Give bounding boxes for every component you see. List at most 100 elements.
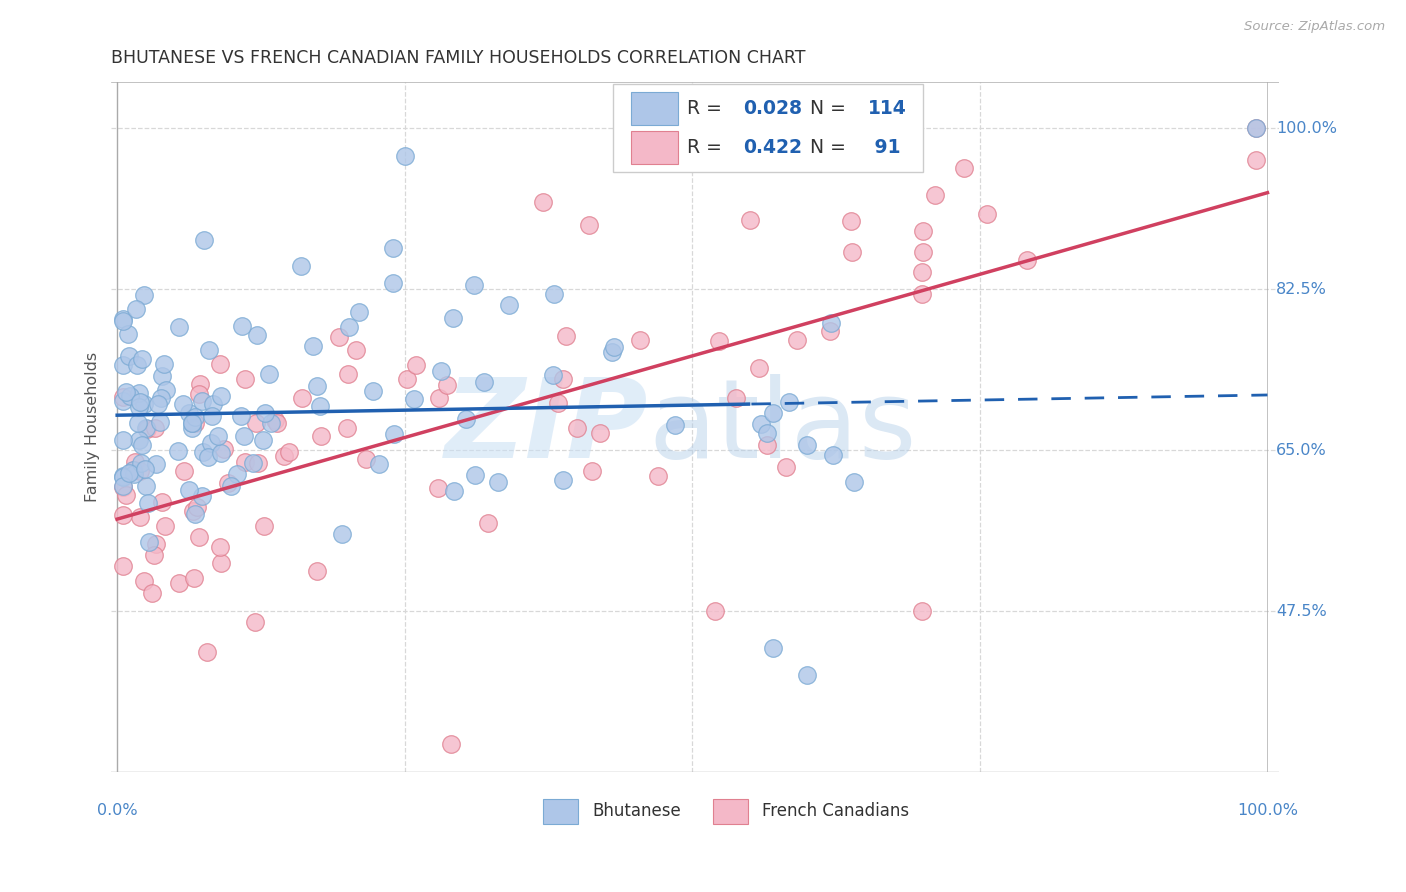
Point xyxy=(166,443,188,458)
Point xyxy=(179,483,201,498)
Point xyxy=(839,213,862,227)
Point xyxy=(131,352,153,367)
Point xyxy=(132,288,155,302)
Point xyxy=(547,395,569,409)
Point xyxy=(214,442,236,456)
Point xyxy=(181,421,204,435)
Point xyxy=(146,397,169,411)
Point xyxy=(581,464,603,478)
Point xyxy=(152,369,174,384)
Point xyxy=(172,397,194,411)
Point xyxy=(138,535,160,549)
Point xyxy=(124,455,146,469)
Point xyxy=(464,468,486,483)
Point xyxy=(209,540,232,554)
Text: 0.028: 0.028 xyxy=(742,99,801,118)
Text: 100.0%: 100.0% xyxy=(1237,803,1298,818)
Point xyxy=(291,392,314,406)
Point xyxy=(129,394,152,409)
Point xyxy=(128,464,150,478)
Point xyxy=(820,324,842,338)
Point xyxy=(181,416,204,430)
Point xyxy=(363,384,385,398)
Point xyxy=(911,286,934,301)
Point xyxy=(188,530,211,544)
Point xyxy=(193,445,215,459)
Point xyxy=(111,394,134,409)
Point xyxy=(142,548,165,562)
Point xyxy=(309,399,332,413)
Point xyxy=(145,457,167,471)
Point xyxy=(541,368,564,383)
Point xyxy=(664,417,686,432)
Point xyxy=(567,421,589,435)
Point xyxy=(111,479,134,493)
Point xyxy=(191,489,214,503)
Point xyxy=(231,318,253,333)
Point xyxy=(756,438,779,452)
Point xyxy=(911,604,934,618)
Point xyxy=(118,466,141,480)
Point xyxy=(347,305,370,319)
Point xyxy=(145,537,167,551)
FancyBboxPatch shape xyxy=(713,799,748,823)
Point xyxy=(911,264,934,278)
Text: 100.0%: 100.0% xyxy=(1275,120,1337,136)
Text: 47.5%: 47.5% xyxy=(1275,604,1326,618)
Point xyxy=(143,420,166,434)
Point xyxy=(589,426,612,441)
Point xyxy=(344,343,367,357)
Point xyxy=(114,488,136,502)
Text: 91: 91 xyxy=(868,138,900,157)
Point xyxy=(844,475,866,489)
Point xyxy=(235,455,257,469)
Point xyxy=(381,276,404,290)
Point xyxy=(339,320,361,334)
Text: 0.0%: 0.0% xyxy=(97,803,138,818)
Point xyxy=(911,245,934,260)
Point xyxy=(486,475,509,489)
Text: French Canadians: French Canadians xyxy=(762,802,908,821)
Point xyxy=(336,420,359,434)
Point xyxy=(141,586,163,600)
Point xyxy=(231,409,253,423)
Point xyxy=(134,461,156,475)
Point xyxy=(395,371,418,385)
Point xyxy=(188,377,211,392)
Point xyxy=(257,367,280,381)
Point xyxy=(1244,121,1267,136)
Point xyxy=(749,417,772,431)
Point xyxy=(115,385,138,400)
Point xyxy=(543,286,565,301)
Point xyxy=(111,314,134,328)
Text: ZIP: ZIP xyxy=(444,374,648,481)
Text: Bhutanese: Bhutanese xyxy=(592,802,681,821)
Point xyxy=(354,451,377,466)
Point xyxy=(155,519,177,533)
Point xyxy=(531,194,554,209)
Point xyxy=(111,468,134,483)
Point xyxy=(169,319,191,334)
Point xyxy=(209,389,232,403)
Point xyxy=(263,413,285,427)
Point xyxy=(254,406,277,420)
Point xyxy=(183,417,205,431)
Point xyxy=(122,463,145,477)
Point xyxy=(111,558,134,573)
Point xyxy=(738,213,761,227)
FancyBboxPatch shape xyxy=(631,92,678,125)
Point xyxy=(122,467,145,481)
Point xyxy=(128,433,150,447)
Point xyxy=(404,392,426,406)
Point xyxy=(309,429,332,443)
Point xyxy=(181,504,204,518)
Point xyxy=(233,429,256,443)
Point xyxy=(149,415,172,429)
Point xyxy=(187,387,209,401)
Point xyxy=(952,161,974,176)
Point xyxy=(266,417,288,431)
Point xyxy=(796,668,818,682)
Point xyxy=(553,473,575,487)
Point xyxy=(328,329,350,343)
Point xyxy=(405,359,427,373)
